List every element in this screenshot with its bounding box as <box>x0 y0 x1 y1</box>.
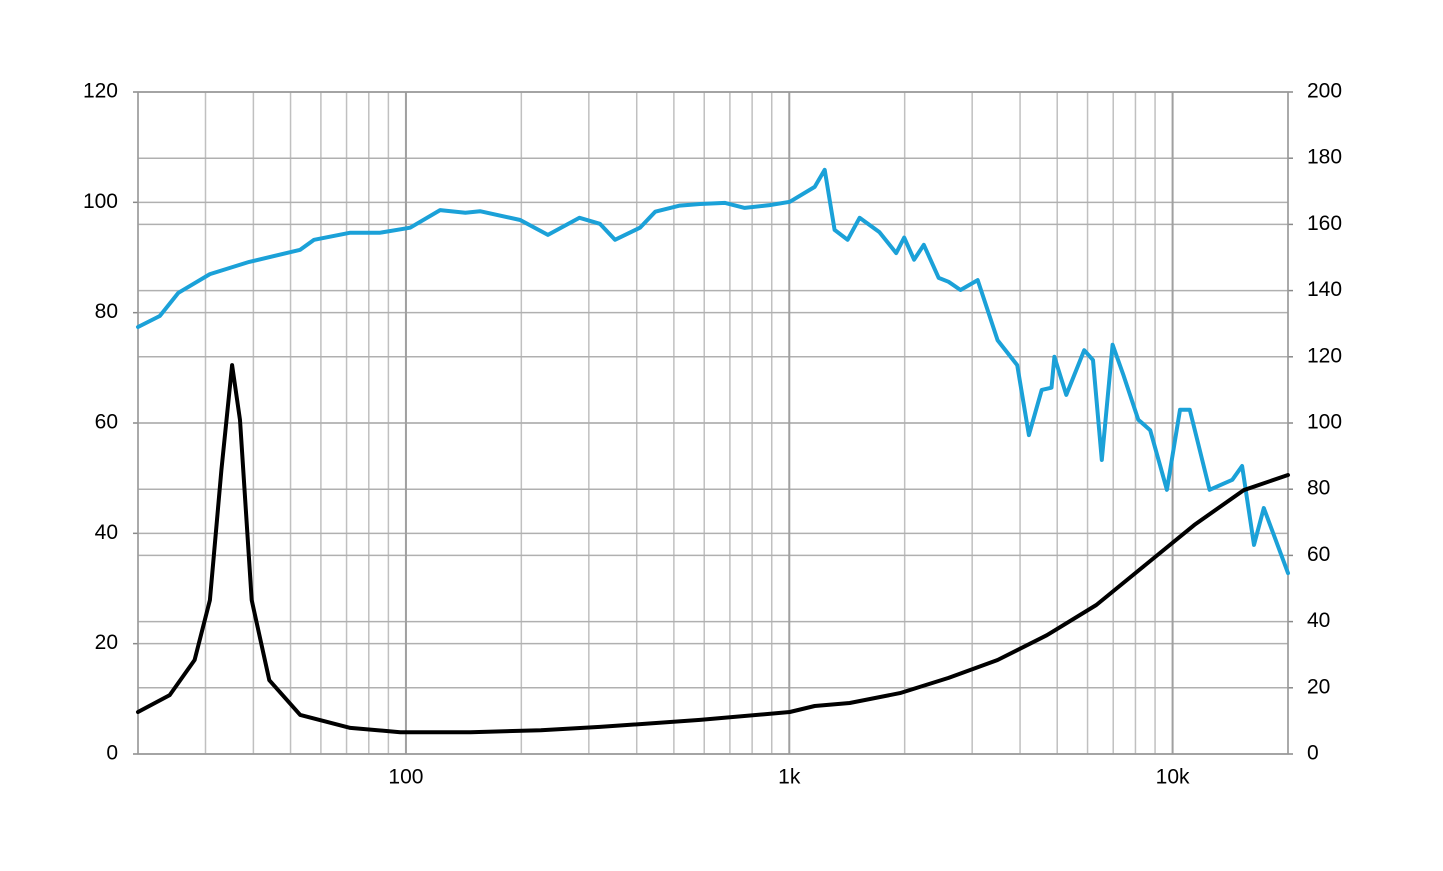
y-tick-label: 120 <box>83 80 118 103</box>
y2-tick-label: 0 <box>1307 742 1319 765</box>
y-tick-label: 80 <box>95 300 118 323</box>
y-tick-label: 40 <box>95 521 118 544</box>
y2-tick-label: 60 <box>1307 543 1330 566</box>
y-tick-label: 100 <box>83 190 118 213</box>
y2-tick-label: 120 <box>1307 344 1342 367</box>
plot-frame <box>137 91 1289 755</box>
x-tick-label: 100 <box>388 766 423 789</box>
y2-tick-label: 160 <box>1307 212 1342 235</box>
x-tick-label: 1k <box>778 766 801 789</box>
y2-tick-label: 140 <box>1307 278 1342 301</box>
y2-tick-label: 40 <box>1307 609 1330 632</box>
y2-tick-label: 20 <box>1307 675 1330 698</box>
y2-tick-label: 200 <box>1307 80 1342 103</box>
y2-tick-label: 100 <box>1307 411 1342 434</box>
y-tick-label: 20 <box>95 631 118 654</box>
series-line <box>136 363 1290 735</box>
series-line <box>136 167 1290 576</box>
y-tick-label: 60 <box>95 411 118 434</box>
y2-tick-label: 180 <box>1307 146 1342 169</box>
y2-tick-label: 80 <box>1307 477 1330 500</box>
y-tick-label: 0 <box>106 742 118 765</box>
x-tick-label: 10k <box>1156 766 1190 789</box>
